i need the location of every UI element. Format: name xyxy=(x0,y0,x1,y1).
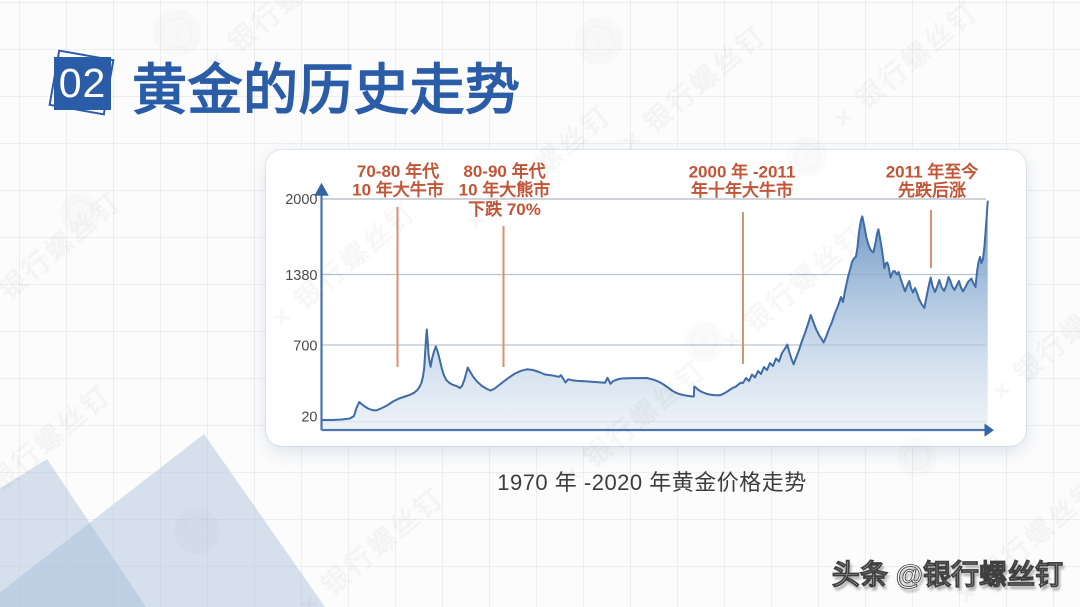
svg-text:700: 700 xyxy=(293,338,317,354)
svg-text:先跌后涨: 先跌后涨 xyxy=(898,180,966,200)
svg-text:10 年大熊市: 10 年大熊市 xyxy=(459,179,551,199)
svg-text:下跌 70%: 下跌 70% xyxy=(468,200,541,219)
svg-text:80-90 年代: 80-90 年代 xyxy=(463,161,545,181)
svg-text:1380: 1380 xyxy=(285,268,317,284)
svg-text:2011 年至今: 2011 年至今 xyxy=(886,162,979,182)
svg-text:20: 20 xyxy=(301,410,317,426)
svg-text:70-80 年代: 70-80 年代 xyxy=(357,161,439,181)
svg-text:10 年大牛市: 10 年大牛市 xyxy=(352,179,444,199)
svg-text:2000 年 -2011: 2000 年 -2011 xyxy=(689,162,796,182)
svg-text:2000: 2000 xyxy=(285,192,317,208)
svg-text:年十年大牛市: 年十年大牛市 xyxy=(691,180,793,200)
